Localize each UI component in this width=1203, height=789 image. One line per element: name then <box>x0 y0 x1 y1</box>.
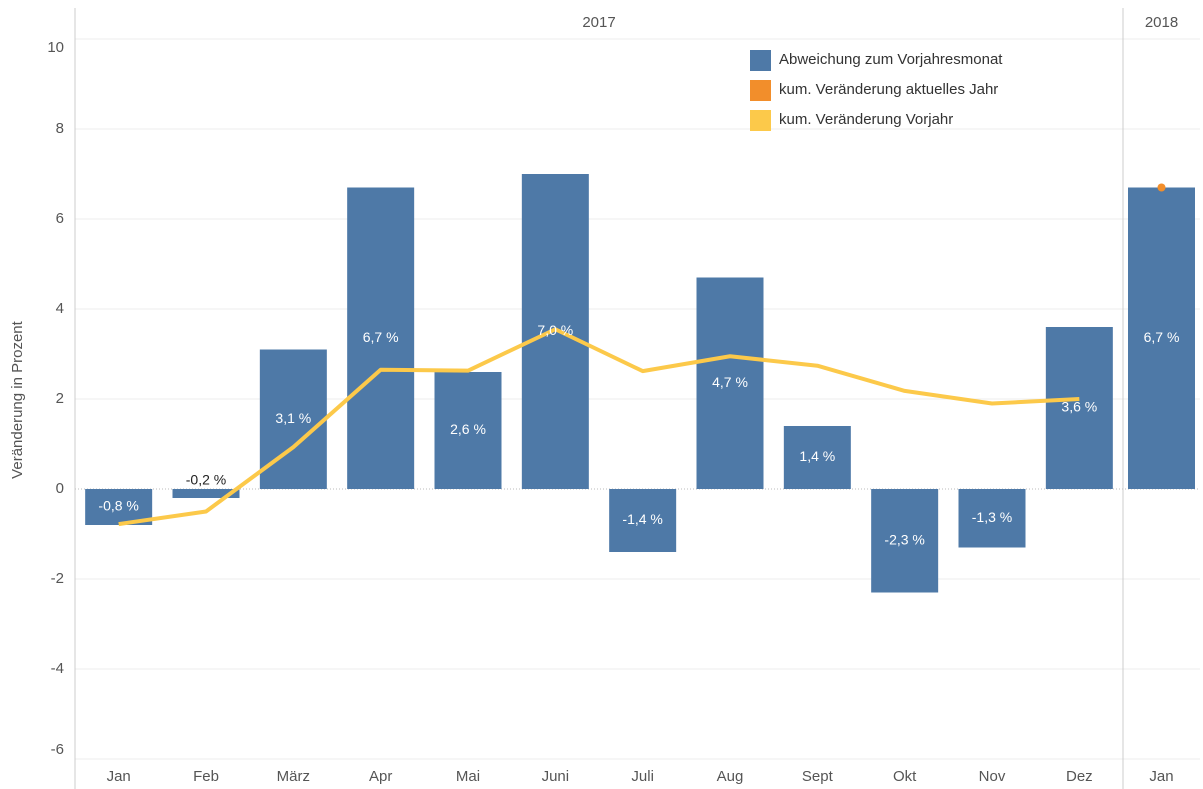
value-label: 3,1 % <box>275 410 311 426</box>
y-tick-label: 6 <box>56 210 64 227</box>
x-tick-label: Jan <box>107 768 131 785</box>
value-label: -1,3 % <box>972 509 1012 525</box>
x-tick-label: Aug <box>717 768 744 785</box>
x-tick-label: Mai <box>456 768 480 785</box>
value-label: -1,4 % <box>622 511 662 527</box>
value-label: 7,0 % <box>537 322 573 338</box>
bar <box>347 187 415 489</box>
bar <box>958 489 1026 548</box>
bar <box>434 372 502 489</box>
bar <box>871 489 939 593</box>
x-tick-label: Dez <box>1066 768 1093 785</box>
line <box>118 327 1080 527</box>
panel-title: 2018 <box>1145 14 1178 31</box>
x-tick-label: Apr <box>369 768 392 785</box>
legend-swatch <box>750 110 771 131</box>
dot <box>1157 183 1166 192</box>
legend-label: kum. Veränderung aktuelles Jahr <box>779 81 998 98</box>
bar <box>1045 327 1113 489</box>
value-label: 6,7 % <box>1144 329 1180 345</box>
legend-label: kum. Veränderung Vorjahr <box>779 111 953 128</box>
value-label: 2,6 % <box>450 421 486 437</box>
legend-label: Abweichung zum Vorjahresmonat <box>779 51 1003 68</box>
value-label: -0,8 % <box>98 498 138 514</box>
y-tick-label: -2 <box>51 570 64 587</box>
bar <box>172 489 240 498</box>
bar <box>696 277 764 489</box>
x-tick-label: Okt <box>893 768 917 785</box>
bar <box>1128 187 1195 489</box>
y-tick-label: 0 <box>56 480 64 497</box>
x-tick-label: Jan <box>1149 768 1173 785</box>
legend-swatch <box>750 80 771 101</box>
bar <box>783 426 851 489</box>
value-label: 4,7 % <box>712 374 748 390</box>
legend-swatch <box>750 50 771 71</box>
x-tick-label: Juni <box>542 768 570 785</box>
y-tick-label: 4 <box>56 300 64 317</box>
value-label: -2,3 % <box>884 531 924 547</box>
value-label: 6,7 % <box>363 329 399 345</box>
y-tick-label: -6 <box>51 741 64 758</box>
y-tick-label: -4 <box>51 660 64 677</box>
x-tick-label: Juli <box>631 768 654 785</box>
x-tick-label: Feb <box>193 768 219 785</box>
x-tick-label: Sept <box>802 768 834 785</box>
x-tick-label: März <box>277 768 310 785</box>
y-tick-label: 2 <box>56 390 64 407</box>
y-axis-title: Veränderung in Prozent <box>9 320 26 478</box>
y-tick-label: 10 <box>47 39 64 56</box>
bar <box>609 489 677 552</box>
panel-title: 2017 <box>582 14 615 31</box>
bar <box>521 174 589 489</box>
value-label: 3,6 % <box>1061 399 1097 415</box>
y-tick-label: 8 <box>56 120 64 137</box>
value-label: -0,2 % <box>186 472 226 488</box>
x-tick-label: Nov <box>979 768 1006 785</box>
value-label: 1,4 % <box>799 448 835 464</box>
